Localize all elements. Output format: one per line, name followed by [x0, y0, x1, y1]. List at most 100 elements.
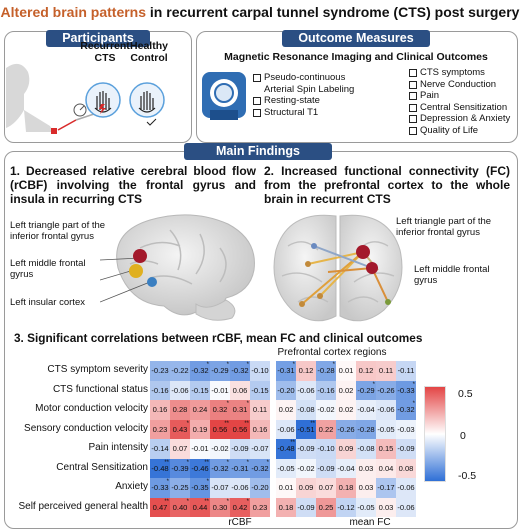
significance-marker: * — [246, 401, 249, 407]
brain1-label-ifg: Left triangle part of the inferior front… — [10, 220, 106, 242]
heatmap-cell-rcbf: -0.48 ** — [150, 458, 170, 478]
heatmap-cell-fc: -0.10 — [316, 439, 336, 459]
outcomes-header: Outcome Measures — [282, 30, 430, 47]
significance-marker: * — [226, 362, 229, 368]
heatmap-cell-fc: -0.05 — [276, 458, 296, 478]
checkbox-icon — [253, 97, 261, 106]
significance-marker: * — [412, 381, 415, 388]
checkbox-icon — [409, 126, 417, 135]
heatmap-cell-fc: -0.32 * — [396, 400, 416, 420]
heatmap-cell-rcbf: -0.22 — [170, 361, 190, 381]
colorbar-tick-bottom: -0.5 — [458, 470, 477, 482]
heatmap-cell-rcbf: -0.09 — [230, 439, 250, 459]
x-label-fc: mean FC — [349, 517, 391, 528]
heatmap-row-label: Central Sensitization — [56, 461, 148, 473]
heatmap-cell-rcbf: 0.47 ** — [150, 497, 170, 517]
heatmap-cell-rcbf: -0.07 — [250, 439, 270, 459]
node-inferior-frontal — [133, 249, 147, 263]
significance-marker: * — [186, 420, 189, 427]
significance-marker: * — [246, 498, 249, 505]
heatmap-cell-fc: -0.29 * — [356, 380, 376, 400]
significance-marker: ** — [290, 440, 295, 446]
check-icon — [146, 118, 157, 126]
heatmap-cell-rcbf: -0.35 * — [190, 478, 210, 498]
finding-3-text: 3. Significant correlations between rCBF… — [14, 331, 423, 345]
wrist-marker-icon — [51, 128, 57, 134]
heatmap-cell-fc: -0.17 — [376, 478, 396, 498]
heatmap-cell-rcbf: -0.23 — [150, 361, 170, 381]
heatmap-cell-fc: 0.18 — [276, 497, 296, 517]
checkbox-icon — [409, 115, 417, 124]
heatmap-cell-fc: -0.28 — [356, 419, 376, 439]
heatmap-cell-fc: -0.02 — [296, 458, 316, 478]
heatmap-cell-rcbf: -0.29 * — [210, 361, 230, 381]
significance-marker: * — [266, 459, 269, 466]
checkbox-icon — [253, 108, 261, 117]
heatmap-cell-fc: 0.18 — [336, 478, 356, 498]
heatmap-cell-rcbf: 0.56 ** — [230, 419, 250, 439]
significance-marker: ** — [224, 420, 229, 427]
hand-icon-control — [138, 91, 156, 113]
heatmap-cell-rcbf: 0.40 * — [170, 497, 190, 517]
heatmap-cell-fc: -0.04 — [356, 400, 376, 420]
heatmap-cell-fc: 0.25 — [316, 497, 336, 517]
heatmap-cell-fc: -0.09 — [296, 439, 316, 459]
heatmap-cell-fc: -0.28 * — [316, 361, 336, 381]
heatmap-row-labels: CTS symptom severity CTS functional statu… — [4, 361, 148, 521]
heatmap-cell-fc: 0.03 — [356, 478, 376, 498]
heatmap: -0.23 -0.22 -0.32 * -0.29 * -0.32 * -0.10 -0.31 * 0… — [150, 361, 416, 517]
outcomes-subtitle: Magnetic Resonance Imaging and Clinical … — [224, 51, 488, 63]
heatmap-cell-fc: 0.01 — [276, 478, 296, 498]
participants-header: Participants — [46, 30, 150, 47]
heatmap-cell-fc: -0.06 — [296, 380, 316, 400]
title-rest: in recurrent carpal tunnel syndrome (CTS… — [146, 4, 520, 20]
brain-frontal-view — [273, 214, 403, 322]
heatmap-cell-fc: 0.07 — [316, 478, 336, 498]
colorbar-tick-mid: 0 — [460, 430, 466, 442]
heatmap-cell-fc: -0.12 — [336, 497, 356, 517]
significance-marker: * — [226, 459, 229, 466]
heatmap-cell-rcbf: -0.15 — [190, 380, 210, 400]
heatmap-cell-rcbf: -0.01 — [210, 380, 230, 400]
significance-marker: * — [186, 459, 189, 466]
main-findings-header: Main Findings — [184, 143, 332, 160]
significance-marker: ** — [244, 420, 249, 427]
hand-icon-cts — [94, 91, 112, 113]
checkbox-icon — [253, 74, 261, 82]
checkbox-icon — [409, 103, 417, 112]
significance-marker: * — [206, 362, 209, 368]
heatmap-cell-rcbf: 0.30 * — [210, 497, 230, 517]
significance-marker: ** — [310, 420, 315, 427]
significance-marker: ** — [204, 498, 209, 505]
heatmap-cell-rcbf: -0.06 — [230, 478, 250, 498]
heatmap-cell-rcbf: 0.31 * — [230, 400, 250, 420]
heatmap-cell-rcbf: 0.24 — [190, 400, 210, 420]
heatmap-cell-rcbf: 0.23 — [250, 497, 270, 517]
brain1-label-mfg: Left middle frontal gyrus — [10, 258, 86, 280]
heatmap-cell-fc: -0.51 ** — [296, 419, 316, 439]
brain1-label-insula: Left insular cortex — [10, 297, 85, 308]
heatmap-cell-rcbf: 0.11 — [250, 400, 270, 420]
checkbox-icon — [409, 92, 417, 101]
heatmap-cell-rcbf: 0.07 — [170, 439, 190, 459]
group-cts-label: Recurrent CTS — [80, 40, 130, 64]
colorbar — [424, 386, 446, 482]
heatmap-row-label: Self perceived general health — [18, 500, 148, 512]
heatmap-cell-fc: -0.04 — [336, 458, 356, 478]
heatmap-cell-fc: -0.09 — [296, 497, 316, 517]
significance-marker: * — [186, 498, 189, 505]
page-title: Altered brain patterns in recurrent carp… — [0, 4, 520, 20]
heatmap-cell-fc: 0.22 — [316, 419, 336, 439]
checkbox-icon — [409, 69, 417, 77]
node-fc-ifg — [356, 245, 370, 259]
heatmap-cell-rcbf: 0.16 — [250, 419, 270, 439]
heatmap-cell-rcbf: 0.06 — [230, 380, 250, 400]
heatmap-cell-rcbf: -0.07 — [210, 478, 230, 498]
significance-marker: * — [292, 362, 295, 368]
node-insula — [147, 277, 157, 287]
heatmap-cell-rcbf: -0.39 * — [170, 458, 190, 478]
heatmap-cell-fc: 0.09 — [296, 478, 316, 498]
heatmap-cell-rcbf: -0.16 — [150, 380, 170, 400]
heatmap-cell-rcbf: -0.32 * — [230, 361, 250, 381]
heatmap-cell-rcbf: 0.42 * — [230, 497, 250, 517]
